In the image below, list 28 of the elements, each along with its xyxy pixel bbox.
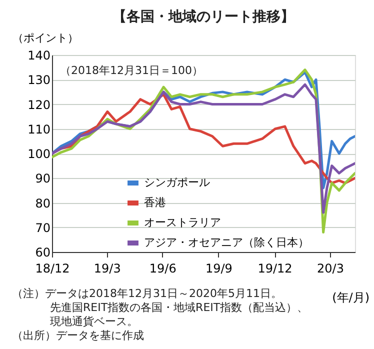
y-tick-label: 70 xyxy=(35,220,50,235)
text: 現地通貨ベース。 xyxy=(50,315,138,328)
y-tick-label: 140 xyxy=(28,48,50,62)
line-series xyxy=(52,83,355,214)
x-tick-label: 18/12 xyxy=(35,262,70,276)
x-tick-label: 19/6 xyxy=(149,262,176,276)
legend-label: シンガポール xyxy=(144,176,210,189)
y-tick-label: 60 xyxy=(35,246,50,260)
legend-label: オーストラリア xyxy=(144,216,221,229)
x-axis-title: (年/月) xyxy=(332,290,370,304)
x-tick-label: 19/3 xyxy=(94,262,121,276)
text: （注）データは2018年12月31日～2020年5月11日。 xyxy=(12,287,282,300)
y-tick-label: 100 xyxy=(28,147,50,161)
y-tick-label: 110 xyxy=(28,122,50,136)
legend-label: アジア・オセアニア（除く日本） xyxy=(144,236,309,249)
y-tick-label: 130 xyxy=(28,73,50,88)
text: 先進国REIT指数の各国・地域REIT指数（配当込）、 xyxy=(50,301,308,314)
y-tick-label: 120 xyxy=(28,98,50,112)
y-axis-title: （ポイント） xyxy=(12,32,78,44)
x-tick-label: 19/9 xyxy=(205,262,232,276)
annotation: （2018年12月31日＝100） xyxy=(60,64,203,77)
y-tick-label: 80 xyxy=(35,196,50,210)
y-tick-label: 90 xyxy=(35,172,50,186)
legend-label: 香港 xyxy=(144,196,166,209)
x-tick-label: 20/3 xyxy=(317,262,344,276)
x-tick-label: 19/12 xyxy=(258,262,292,276)
chart-title: 【各国・地域のリート推移】 xyxy=(112,9,294,25)
text: （出所）データを基に作成 xyxy=(12,329,144,342)
